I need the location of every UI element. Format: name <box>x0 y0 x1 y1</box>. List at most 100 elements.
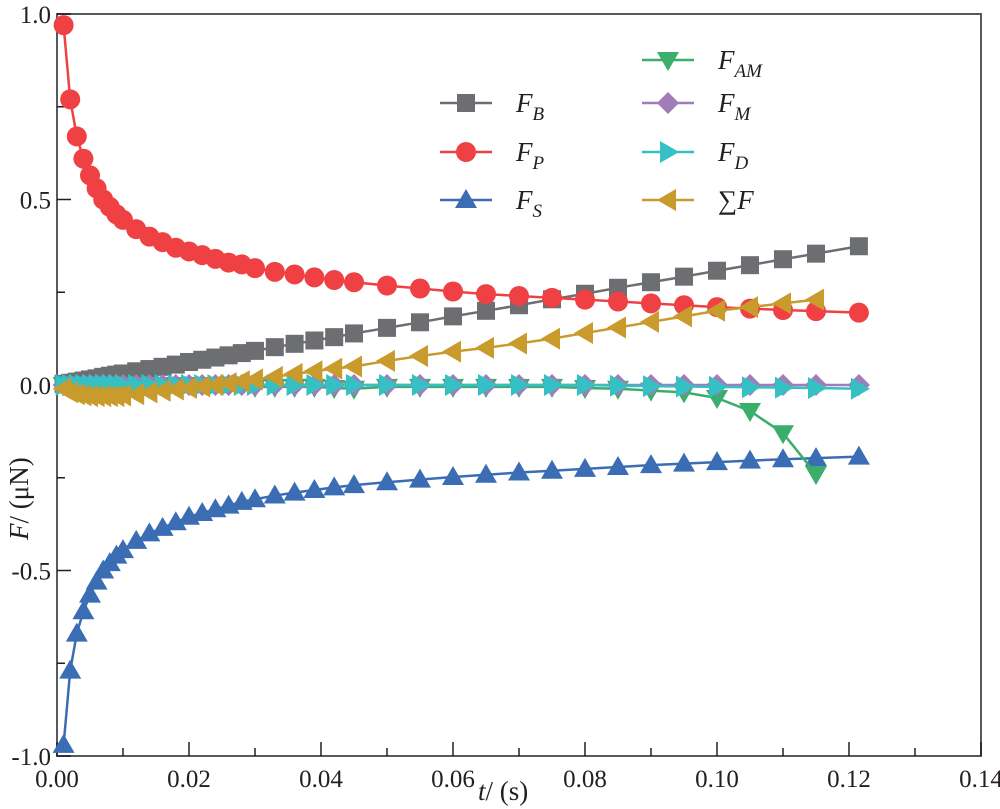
x-axis-label: t/ (s) <box>478 776 528 806</box>
data-point <box>542 287 562 308</box>
data-point <box>805 288 824 311</box>
legend-entry: FP <box>440 137 545 174</box>
data-point <box>675 267 693 286</box>
data-point <box>73 148 94 169</box>
data-point <box>610 374 629 397</box>
data-point <box>706 299 725 322</box>
data-point <box>541 327 560 350</box>
data-point <box>151 379 171 402</box>
data-point <box>807 244 825 263</box>
data-point <box>445 374 464 396</box>
series-F_B <box>54 237 868 393</box>
data-point <box>178 376 197 399</box>
data-point <box>808 376 827 399</box>
data-point <box>708 261 726 280</box>
y-tick-label: 1.0 <box>20 2 51 29</box>
data-point <box>53 15 74 36</box>
data-point <box>377 275 397 296</box>
data-point <box>442 340 461 363</box>
data-point <box>411 313 429 332</box>
data-point <box>79 583 101 603</box>
data-point <box>325 328 344 347</box>
data-point <box>60 89 81 110</box>
data-point <box>343 474 365 494</box>
data-point <box>742 376 761 399</box>
data-point <box>475 336 494 359</box>
data-point <box>443 281 463 302</box>
data-point <box>608 291 628 312</box>
data-point <box>59 659 82 679</box>
data-point <box>477 301 495 320</box>
data-point <box>65 622 88 642</box>
legend-label: FP <box>515 137 545 174</box>
data-point <box>244 368 263 391</box>
data-point <box>303 478 326 498</box>
data-point <box>673 305 692 328</box>
data-point <box>741 256 759 275</box>
data-point <box>607 316 626 339</box>
data-point <box>775 376 794 399</box>
data-point <box>217 372 237 395</box>
data-point <box>673 452 695 472</box>
data-point <box>263 484 286 504</box>
data-point <box>410 278 430 299</box>
data-point <box>305 331 324 350</box>
data-point <box>323 357 343 380</box>
plot-area <box>52 15 870 753</box>
data-point <box>283 362 303 385</box>
series-line <box>63 383 817 475</box>
data-point <box>574 322 593 345</box>
data-point <box>151 516 174 536</box>
x-tick-label: 0.04 <box>299 766 343 793</box>
data-point <box>343 355 362 378</box>
data-point <box>577 374 596 396</box>
x-tick-label: 0.10 <box>695 766 739 793</box>
data-point <box>264 261 285 282</box>
data-point <box>640 454 662 474</box>
data-point <box>138 381 158 404</box>
data-point <box>574 457 596 477</box>
data-point <box>164 378 184 401</box>
data-point <box>112 384 131 407</box>
data-point <box>304 267 325 288</box>
y-tick-label: -0.5 <box>11 559 51 586</box>
data-point <box>285 334 304 353</box>
data-point <box>774 250 792 269</box>
series-line <box>62 455 859 745</box>
data-point <box>323 476 346 496</box>
data-point <box>642 273 660 292</box>
legend-marker <box>457 94 475 112</box>
data-point <box>265 338 284 357</box>
data-point <box>112 539 134 559</box>
data-point <box>303 360 323 383</box>
series-ΣF <box>52 288 824 408</box>
series-F_P <box>53 15 869 323</box>
legend-entry: FAM <box>642 45 763 82</box>
legend-label: FS <box>515 185 543 222</box>
x-tick-label: 0.02 <box>167 766 211 793</box>
data-point <box>676 375 695 398</box>
legend-marker <box>455 189 477 208</box>
data-point <box>475 463 497 483</box>
data-point <box>509 285 529 306</box>
legend-marker <box>456 142 476 162</box>
data-point <box>641 293 661 314</box>
data-point <box>204 374 224 396</box>
data-point <box>164 511 187 531</box>
legend-marker <box>657 189 676 211</box>
data-point <box>709 375 728 398</box>
axes: 0.00 0.02 0.04 0.06 0.08 0.10 0.12 0.14 -1.0 -0.5… <box>11 2 1000 793</box>
data-point <box>324 270 345 291</box>
data-point <box>52 733 75 753</box>
legend-entry: FM <box>642 88 752 125</box>
data-point <box>643 375 662 398</box>
data-point <box>412 374 431 396</box>
data-point <box>326 374 346 396</box>
data-point <box>442 466 464 486</box>
data-point <box>739 449 761 469</box>
data-point <box>444 307 462 326</box>
legend-marker <box>660 141 679 163</box>
data-point <box>85 570 108 590</box>
data-point <box>284 264 305 285</box>
